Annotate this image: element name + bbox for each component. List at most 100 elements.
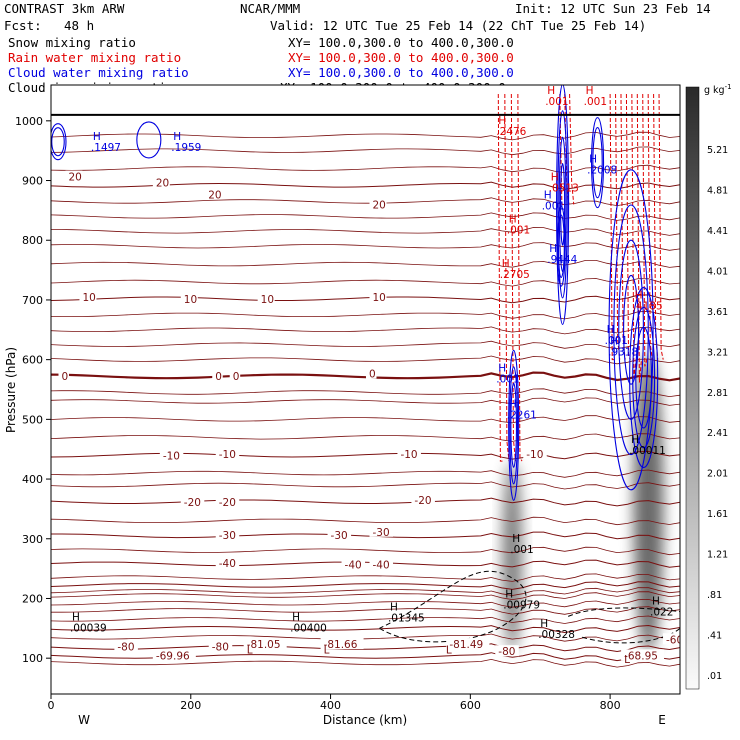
legend-cloudwater-xy: XY= 100.0,300.0 to 400.0,300.0 (288, 65, 514, 80)
temperature-contour-line (51, 587, 680, 596)
temperature-label-bg (411, 494, 435, 506)
temperature-label-bg (243, 638, 287, 650)
extremum-mark: H (551, 172, 559, 184)
extremum-mark: H (652, 595, 660, 607)
extremum-value: .001 (507, 224, 530, 236)
x-tick-label: 400 (320, 699, 341, 712)
extremum-mark: H (635, 290, 643, 302)
temperature-contour-line (51, 531, 680, 541)
extremum-mark: H (173, 131, 181, 143)
temperature-contour-line (51, 326, 680, 335)
temperature-contour-line (51, 497, 680, 507)
temperature-label: 0 (369, 369, 376, 381)
temperature-label: 0 (61, 371, 68, 383)
colorbar-level-label: 3.21 (707, 347, 728, 358)
temperature-label-bg (215, 556, 240, 568)
extremum-value: .00979 (503, 599, 540, 611)
cloud-water-contour-line (623, 274, 640, 385)
forecast-value: 48 h (64, 18, 94, 33)
temperature-label-bg (159, 449, 184, 461)
extremum-mark: H (547, 85, 555, 97)
rain-water-contour-line (609, 93, 615, 361)
rain-water-contour-line (642, 93, 648, 367)
temperature-label-bg (205, 188, 223, 200)
temperature-contour-line (51, 516, 680, 526)
colorbar-level-label: 2.81 (707, 388, 728, 399)
colorbar: g kg-1 .01 .41 .81 1.21 1.61 2.01 2.41 2.81 3.21… (685, 83, 732, 690)
temperature-label: 10 (184, 294, 197, 306)
temperature-label: 10 (372, 292, 385, 304)
extremum-mark: H (607, 324, 615, 336)
temperature-label: 0 (215, 371, 222, 383)
extremum-mark: H (505, 588, 513, 600)
temperature-label: -68.95 (624, 650, 658, 662)
y-tick-label: 400 (22, 473, 43, 486)
cloud-water-contours (51, 85, 659, 501)
header: CONTRAST 3km ARW NCAR/MMM Init: 12 UTC S… (4, 1, 711, 33)
temperature-label-bg (397, 448, 421, 460)
snow-plume-east (633, 352, 664, 653)
legend-snow-xy: XY= 100.0,300.0 to 400.0,300.0 (288, 35, 514, 50)
temperature-contour-line (51, 227, 680, 236)
temperature-label-bg (365, 367, 377, 379)
extremum-mark: H (390, 601, 398, 613)
extremum-mark: H (512, 533, 520, 545)
forecast-label: Fcst: (4, 18, 42, 33)
extremum-mark: H (549, 243, 557, 255)
extremum-value: .001 (584, 96, 607, 108)
temperature-contour-line (51, 573, 680, 582)
temperature-contour-line (51, 450, 680, 460)
cloud-ice-contour-line (379, 570, 527, 643)
snow-shading (502, 352, 664, 653)
temperature-label-bg (327, 528, 352, 540)
temperature-label: -30 (372, 527, 389, 539)
temperature-contour-line (51, 397, 680, 406)
extremum-mark: H (509, 398, 517, 410)
temperature-label-bg (180, 292, 198, 304)
extremum-mark: H (540, 618, 548, 630)
x-tick-label: 600 (460, 699, 481, 712)
temperature-label-bg (369, 558, 393, 570)
x-tick-label: 800 (600, 699, 621, 712)
temperature-contour-line (51, 606, 680, 615)
temperature-label-bg (208, 640, 233, 652)
temperature-label-bg (152, 176, 170, 188)
cloud-water-contour-line (556, 85, 570, 325)
temperature-contour-line (51, 481, 680, 490)
y-tick-label: 700 (22, 294, 43, 307)
extremum-mark: H (589, 154, 597, 166)
temperature-label-bg (663, 633, 680, 645)
extremum-value: .1497 (91, 142, 121, 154)
temperature-labels: -69.96-80 -80 -81.05 -81.66 -81.49-80 -68.95-… (58, 170, 680, 662)
temperature-label: -40 (345, 560, 362, 572)
temperature-contour-line (51, 310, 680, 320)
model-title: CONTRAST 3km ARW (4, 1, 125, 16)
temperature-label: -40 (372, 560, 389, 572)
extremum-value: .2476 (496, 126, 526, 138)
temperature-label: -81.49 (449, 639, 483, 651)
temperature-label: -10 (400, 449, 417, 461)
temperature-label-bg (495, 645, 519, 657)
extremum-value: .1959 (171, 142, 201, 154)
cloud-ice-contours (379, 570, 680, 644)
extremum-mark: H (544, 189, 552, 201)
rain-water-contour-line (497, 93, 503, 462)
colorbar-ramp (685, 86, 700, 690)
temperature-label-bg (229, 369, 241, 381)
colorbar-level-label: 2.41 (707, 428, 728, 439)
temperature-label: 20 (156, 178, 169, 190)
extremum-value: .001 (496, 374, 519, 386)
temperature-label-bg (79, 291, 97, 303)
colorbar-level-label: 4.41 (707, 226, 728, 237)
temperature-contour-line (51, 146, 680, 156)
temperature-contour-line (51, 469, 680, 478)
temperature-label: 10 (261, 294, 274, 306)
temperature-contour-line (51, 615, 680, 624)
x-axis-label: Distance (km) (323, 713, 407, 727)
temperature-label-bg (523, 448, 547, 460)
extremum-value: .001 (605, 335, 628, 347)
temperature-contour-line (51, 242, 680, 251)
cloud-water-contour-line (629, 287, 659, 469)
temperature-label-bg (369, 525, 393, 537)
west-label: W (78, 713, 90, 727)
